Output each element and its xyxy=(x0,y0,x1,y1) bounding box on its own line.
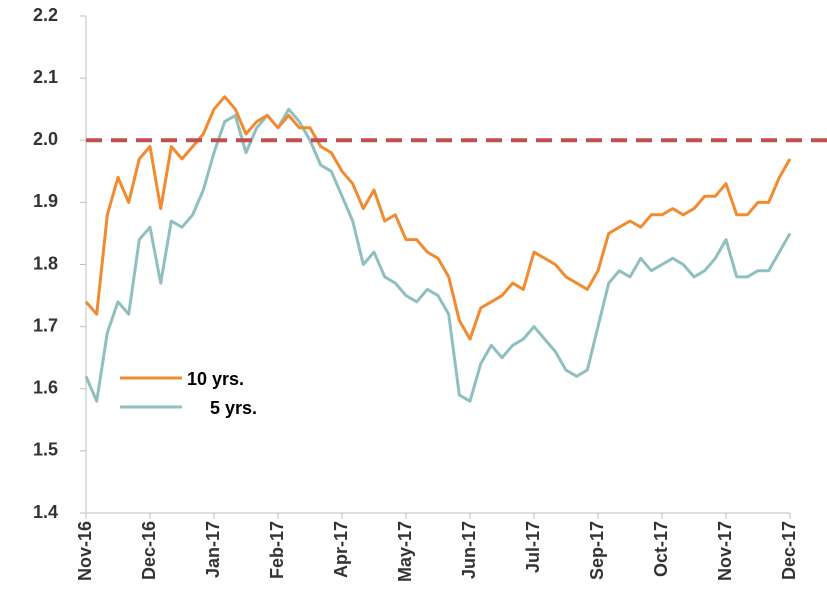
x-tick-label: Jan-17 xyxy=(203,521,223,578)
x-tick-label: Oct-17 xyxy=(651,521,671,577)
legend-label: 5 yrs. xyxy=(210,398,257,418)
x-tick-label: May-17 xyxy=(395,521,415,582)
y-tick-label: 1.4 xyxy=(33,502,58,522)
series-line xyxy=(84,95,792,341)
y-tick-label: 2.2 xyxy=(33,5,58,25)
x-tick-label: Dec-16 xyxy=(139,521,159,580)
x-tick-label: Jun-17 xyxy=(459,521,479,579)
y-tick-label: 1.7 xyxy=(33,315,58,335)
y-tick-label: 1.9 xyxy=(33,191,58,211)
series-line xyxy=(84,107,792,403)
y-tick-label: 2.0 xyxy=(33,129,58,149)
legend-label: 10 yrs. xyxy=(187,369,244,389)
y-tick-label: 2.1 xyxy=(33,67,58,87)
y-tick-label: 1.6 xyxy=(33,378,58,398)
y-tick-label: 1.5 xyxy=(33,440,58,460)
x-tick-label: Jul-17 xyxy=(523,521,543,573)
x-tick-label: Feb-17 xyxy=(267,521,287,579)
x-tick-label: Sep-17 xyxy=(587,521,607,580)
x-tick-label: Dec-17 xyxy=(779,521,799,580)
x-tick-label: Nov-17 xyxy=(715,521,735,581)
x-tick-label: Apr-17 xyxy=(331,521,351,578)
x-tick-label: Nov-16 xyxy=(75,521,95,581)
y-tick-label: 1.8 xyxy=(33,253,58,273)
